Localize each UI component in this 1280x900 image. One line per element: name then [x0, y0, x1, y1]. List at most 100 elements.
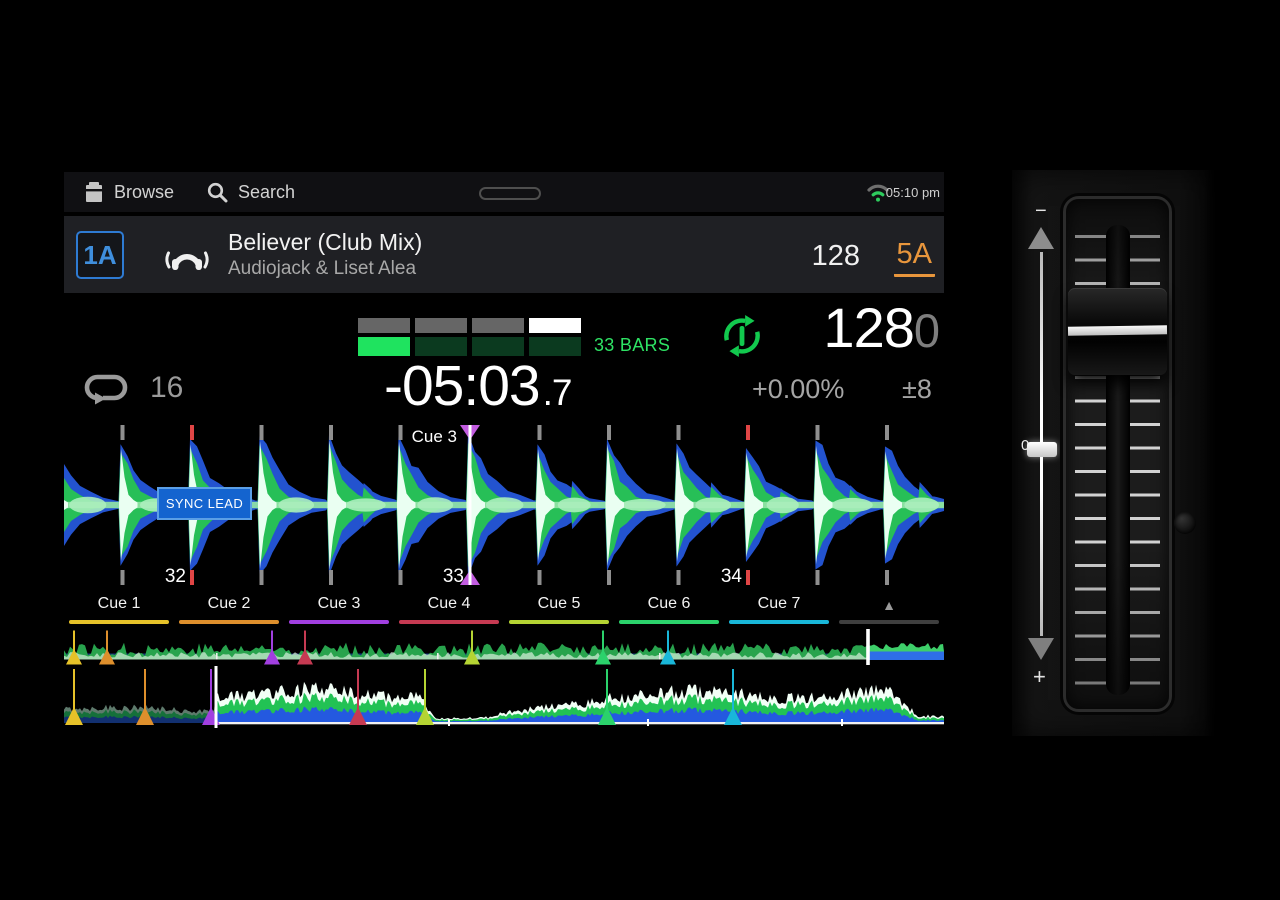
cue-underline [399, 620, 499, 624]
cue-more-button[interactable]: ▲ [834, 592, 944, 626]
browse-icon [86, 182, 102, 202]
overview2-cue-marker [416, 669, 434, 725]
cue-underline [839, 620, 939, 624]
cue-button-5[interactable]: Cue 5 [504, 592, 614, 626]
cue-underline [619, 620, 719, 624]
pitch-fader-knob[interactable] [1067, 288, 1168, 375]
overview-waveform-2[interactable] [64, 666, 944, 730]
overview1-cue-marker [264, 630, 280, 665]
track-key-badge[interactable]: 5A [893, 238, 935, 277]
loop-display[interactable]: 16 [84, 370, 183, 406]
cue-underline [179, 620, 279, 624]
overview2-cue-marker [349, 669, 367, 725]
cue-button-6[interactable]: Cue 6 [614, 592, 724, 626]
main-waveform[interactable]: Cue 3 32 33 34 SYNC LEAD [64, 425, 944, 585]
clock: 05:10 pm [885, 185, 940, 200]
cue-button-2[interactable]: Cue 2 [174, 592, 284, 626]
bpm-decimal: 0 [913, 304, 940, 357]
fader-minus-label: − [1035, 200, 1047, 222]
bpm-value: 128 [823, 296, 914, 359]
overview1-cue-marker [99, 630, 115, 665]
fader-down-triangle [1028, 638, 1054, 660]
search-button[interactable]: Search [207, 172, 295, 212]
deck-screen: Browse Search 05:10 pm 1A [64, 172, 944, 734]
triangle-up-icon: ▲ [882, 597, 896, 613]
svg-text:33: 33 [443, 566, 464, 585]
cue-underline [509, 620, 609, 624]
meter-cell [358, 337, 410, 356]
cue-label: Cue 4 [427, 595, 471, 612]
meter-cell [472, 318, 524, 333]
svg-text:32: 32 [165, 566, 186, 585]
cue-button-7[interactable]: Cue 7 [724, 592, 834, 626]
svg-text:Cue 3: Cue 3 [412, 427, 457, 446]
time-main: -05:03 [384, 354, 541, 418]
headphone-cue-icon [165, 251, 209, 270]
beat-meter-row [358, 318, 581, 333]
cue-label: Cue 5 [537, 595, 581, 612]
cue-button-4[interactable]: Cue 4 [394, 592, 504, 626]
pitch-fader-slot [1063, 196, 1172, 712]
meter-cell [529, 318, 581, 333]
overview2-cue-marker [724, 669, 742, 725]
fader-knob-stripe [1067, 325, 1168, 336]
overview2-cue-marker [598, 669, 616, 725]
meter-cell [472, 337, 524, 356]
fader-center-detent [1027, 442, 1057, 457]
overview-waveform-1[interactable] [64, 629, 944, 665]
search-icon [207, 182, 228, 202]
sync-lead-badge: SYNC LEAD [157, 487, 252, 520]
cue-label: Cue 6 [647, 595, 691, 612]
track-meta: Believer (Club Mix) Audiojack & Liset Al… [228, 228, 422, 281]
pitch-range: ±8 [902, 374, 932, 404]
meter-cell [415, 337, 467, 356]
overview1-playhead [866, 629, 870, 665]
waveform-canvas: Cue 3 32 33 34 [64, 425, 944, 585]
fader-shading [1066, 199, 1169, 709]
cue-underline [69, 620, 169, 624]
meter-cell [358, 318, 410, 333]
fader-plus-label: + [1033, 664, 1046, 689]
cue-button-1[interactable]: Cue 1 [64, 592, 174, 626]
pitch-readout: +0.00% [752, 374, 845, 404]
search-label: Search [238, 181, 296, 202]
overview1-cue-marker [297, 630, 313, 665]
overview1-cue-marker [595, 630, 611, 665]
track-bpm[interactable]: 128 [811, 240, 860, 272]
overview1-cue-marker [464, 630, 480, 665]
overview-1-canvas [64, 629, 944, 665]
bars-counter: 33 BARS [594, 335, 671, 355]
beat-phrase-meter [358, 318, 581, 356]
bar-meter-row [358, 337, 581, 356]
loop-icon [84, 374, 128, 405]
screw [1174, 512, 1196, 534]
deck-badge[interactable]: 1A [76, 231, 124, 279]
fader-zero-label: 0 [1021, 437, 1030, 454]
meter-cell [529, 337, 581, 356]
bpm-display[interactable]: 128 0 [823, 296, 940, 359]
pitch-fader-panel: − 0 + [1012, 170, 1216, 736]
loop-length: 16 [150, 371, 184, 404]
time-fraction: .7 [542, 372, 573, 413]
wifi-icon [867, 184, 889, 202]
overview1-cue-marker [660, 630, 676, 665]
overview2-playhead [214, 666, 218, 728]
track-artist: Audiojack & Liset Alea [228, 258, 417, 279]
cue-label: Cue 3 [317, 595, 361, 612]
drag-handle[interactable] [479, 187, 541, 200]
browse-button[interactable]: Browse [84, 172, 174, 212]
top-bar: Browse Search 05:10 pm [64, 172, 944, 212]
cue-button-3[interactable]: Cue 3 [284, 592, 394, 626]
svg-text:34: 34 [721, 566, 743, 585]
cue-label: Cue 2 [207, 595, 251, 612]
cue-underline [289, 620, 389, 624]
overview2-cue-marker [65, 669, 83, 725]
overview2-cue-marker [136, 669, 154, 725]
overview-2-canvas [64, 666, 944, 728]
track-title: Believer (Club Mix) [228, 229, 423, 255]
cue-underline [729, 620, 829, 624]
overview1-cue-marker [66, 630, 82, 665]
cue-label: Cue 1 [97, 595, 141, 612]
time-display[interactable]: -05:03.7 [384, 354, 573, 418]
